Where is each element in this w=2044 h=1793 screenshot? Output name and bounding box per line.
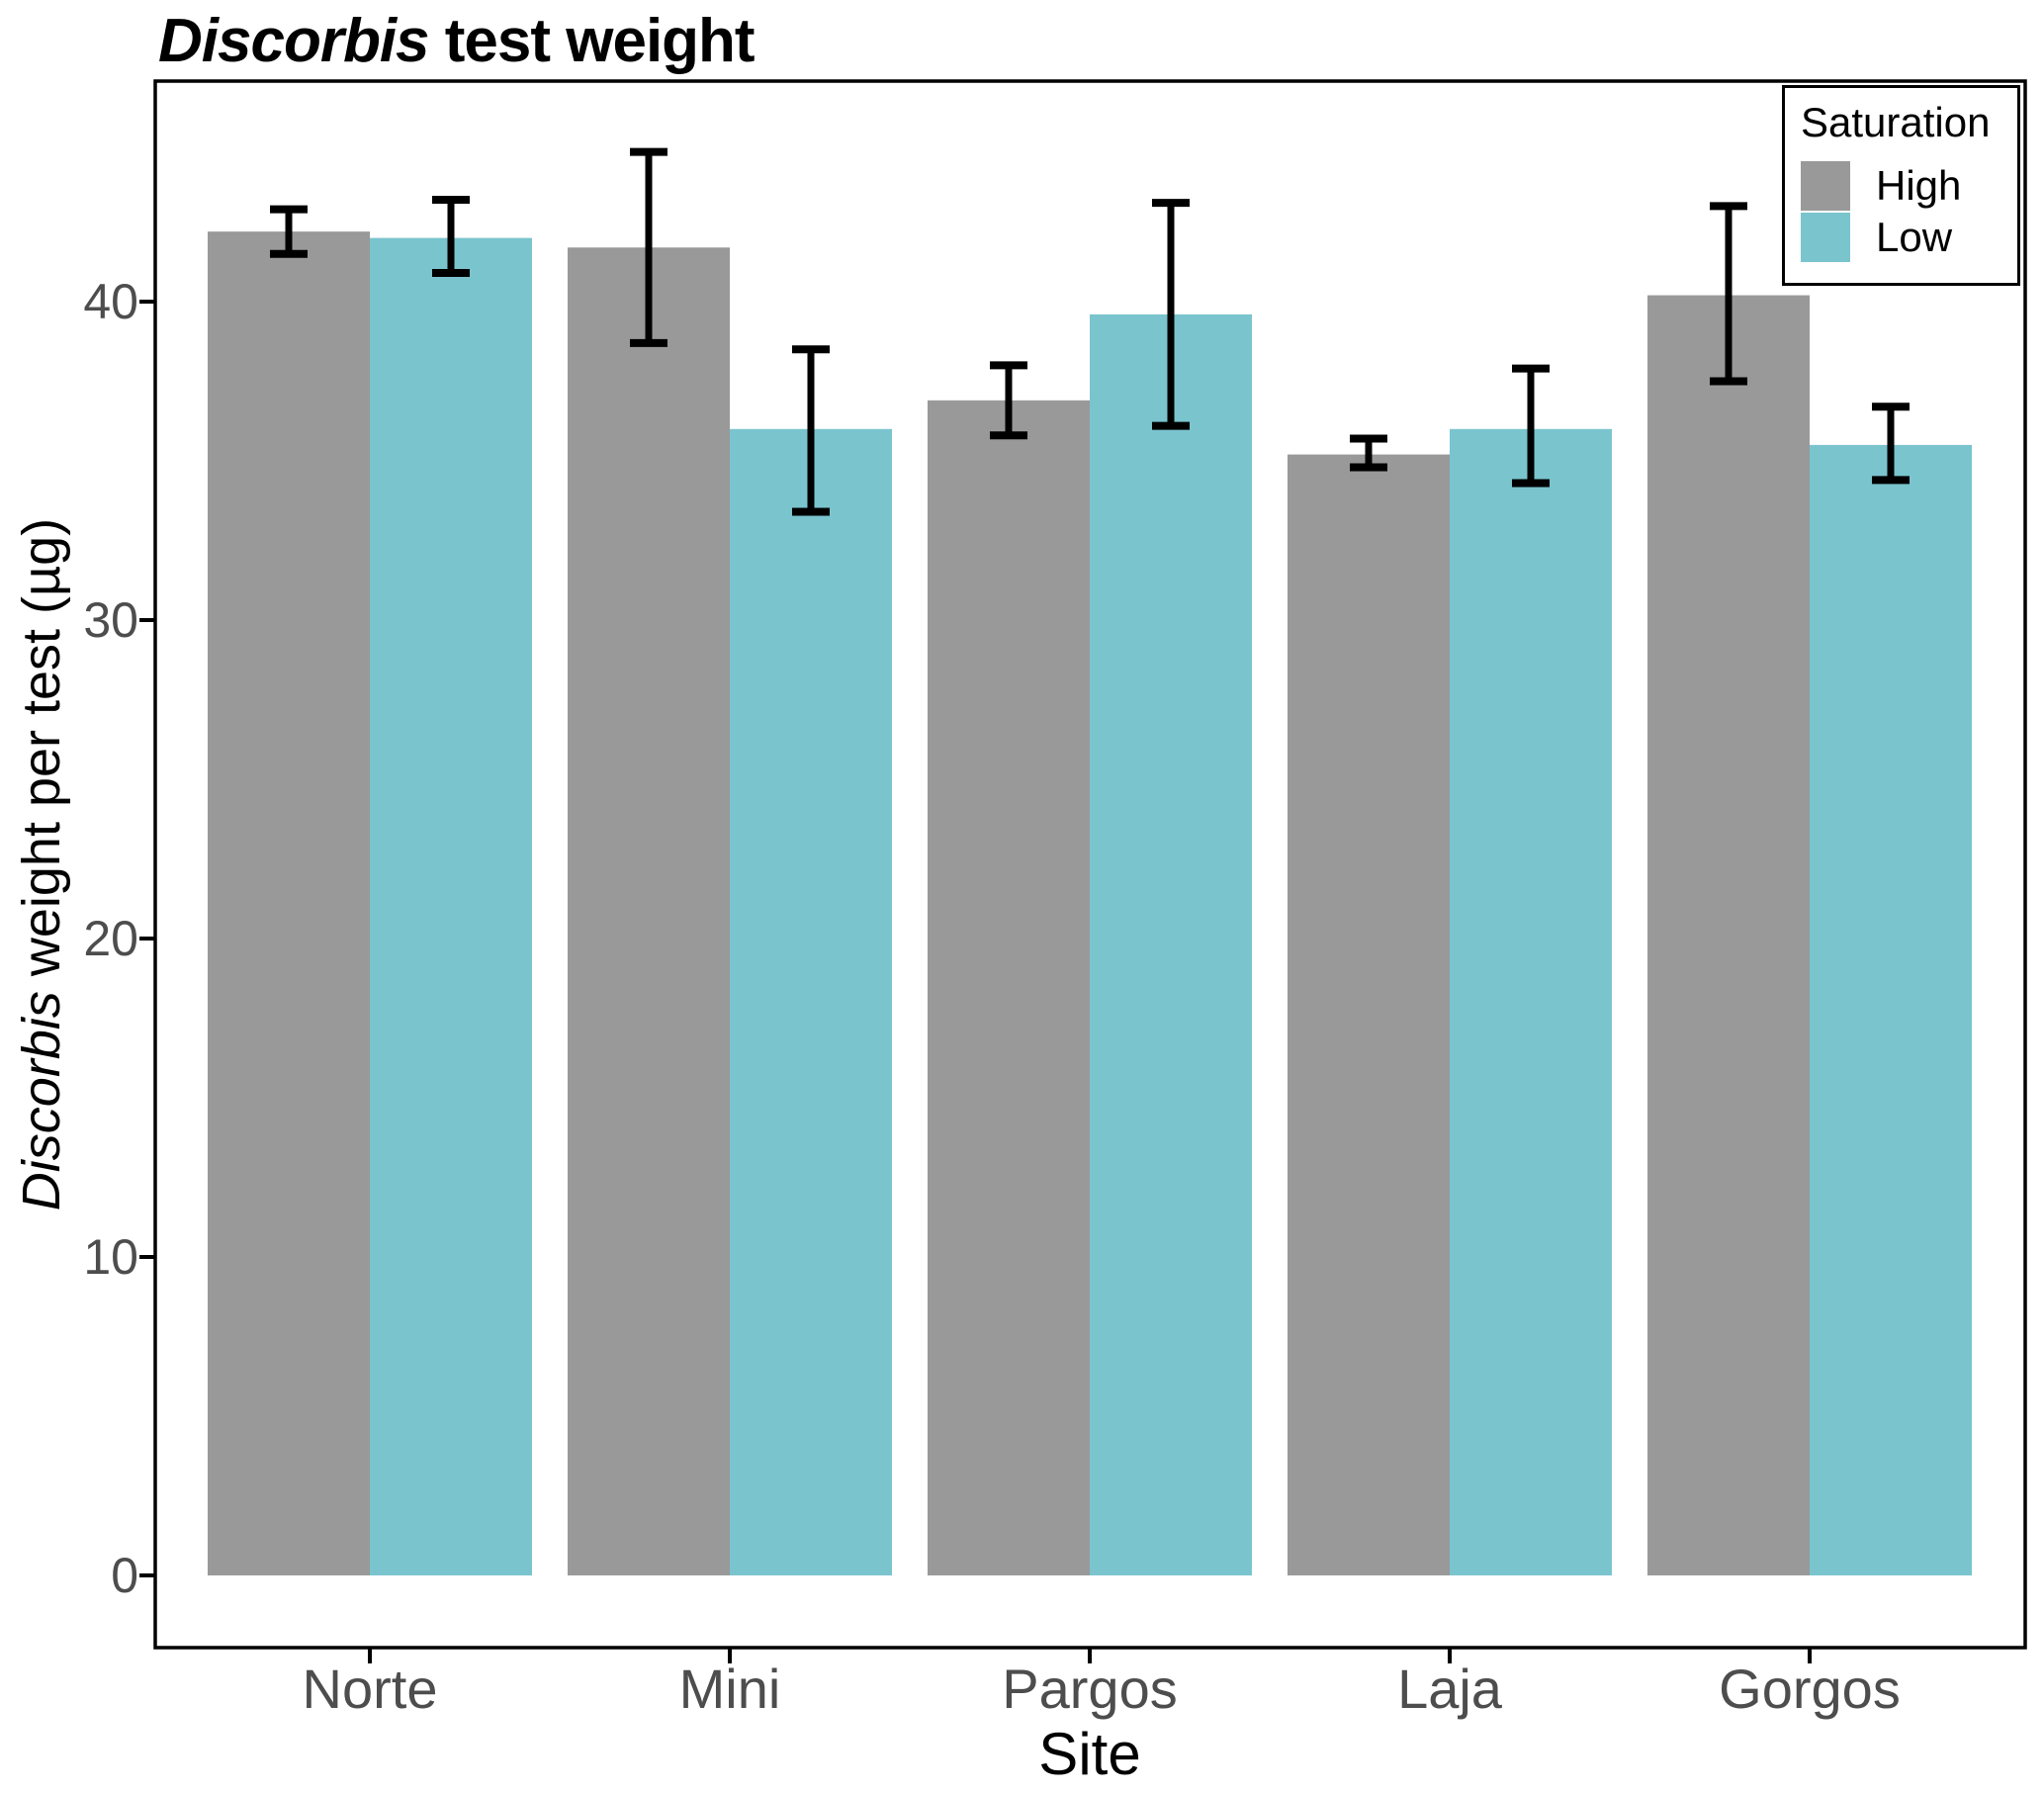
y-axis-title: Discorbis weight per test (µg) [6,271,77,1458]
bar-gorgos-low [1810,444,1972,1575]
bar-pargos-high [928,400,1090,1575]
legend-swatch-low [1801,213,1850,262]
y-tick-label: 10 [83,1229,138,1285]
x-tick-label-mini: Mini [678,1658,781,1720]
legend-title: Saturation [1801,99,1991,145]
x-axis-title: Site [1038,1721,1141,1787]
y-tick-label: 0 [111,1548,138,1603]
legend-items: High Low [1801,161,2017,262]
bar-pargos-low [1090,314,1252,1575]
plot-title: Discorbis test weight [158,6,755,76]
bar-mini-high [568,247,730,1575]
legend-item-high: High [1801,161,2017,211]
y-tick-label: 40 [83,274,138,329]
y-axis-title-rest: weight per test (µg) [12,517,71,992]
y-axis-title-italic: Discorbis [12,991,71,1211]
y-tick-label: 20 [83,911,138,966]
x-tick-label-gorgos: Gorgos [1719,1658,1901,1720]
bar-gorgos-high [1647,295,1810,1575]
bar-mini-low [730,428,892,1575]
legend-label-high: High [1876,162,1962,209]
x-tick-label-pargos: Pargos [1002,1658,1178,1720]
legend-box: Saturation High Low [1782,85,2020,286]
legend-swatch-high [1801,161,1850,211]
x-tick-label-laja: Laja [1397,1658,1502,1720]
plot-title-italic: Discorbis [158,7,430,75]
legend-item-low: Low [1801,213,2017,262]
x-tick-label-norte: Norte [302,1658,438,1720]
plot-title-rest: test weight [428,7,755,75]
legend-label-low: Low [1876,214,1953,260]
bar-laja-low [1450,428,1612,1575]
bar-norte-low [370,237,532,1576]
panel-border [153,79,2027,1650]
bar-laja-high [1288,454,1450,1575]
y-tick-label: 30 [83,592,138,648]
bar-norte-high [208,231,370,1575]
